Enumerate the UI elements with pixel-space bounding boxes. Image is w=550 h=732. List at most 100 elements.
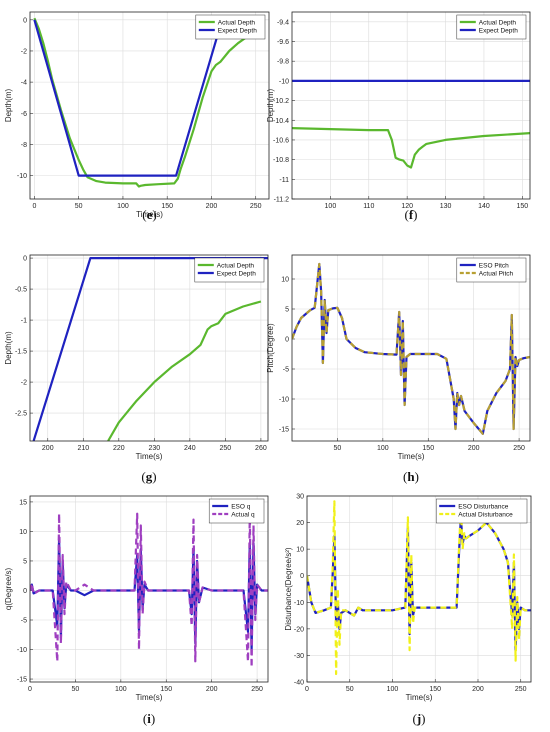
axes-frame xyxy=(291,254,531,442)
plot-area xyxy=(30,12,269,199)
x-axis-label: Time(s) xyxy=(136,210,163,219)
x-tick-label: 100 xyxy=(115,686,127,693)
y-tick-label: -10.8 xyxy=(273,157,289,164)
series-group xyxy=(30,512,268,669)
panel-caption: (g) xyxy=(141,469,156,484)
y-axis-label: Depth(m) xyxy=(4,88,13,122)
y-tick-label: -0.5 xyxy=(15,287,27,294)
y-tick-label: -1.5 xyxy=(15,349,27,356)
axes-frame xyxy=(29,254,269,442)
x-tick-label: 150 xyxy=(422,445,434,452)
y-tick-label: -20 xyxy=(294,626,304,633)
legend-box xyxy=(208,498,265,524)
x-tick-label: 240 xyxy=(184,445,196,452)
x-tick-label: 210 xyxy=(77,445,89,452)
x-tick-label: 0 xyxy=(32,203,36,210)
y-tick-label: -30 xyxy=(294,653,304,660)
plot-area xyxy=(292,255,530,441)
y-tick-label: -5 xyxy=(283,367,289,374)
y-tick-label: 0 xyxy=(285,337,289,344)
series-line xyxy=(107,300,262,441)
plot-area xyxy=(292,12,530,199)
x-tick-label: 250 xyxy=(220,445,232,452)
y-tick-label: -2.5 xyxy=(15,411,27,418)
y-tick-label: -10.2 xyxy=(273,98,289,105)
y-tick-label: -10 xyxy=(17,647,27,654)
y-tick-label: -2 xyxy=(21,380,27,387)
y-tick-label: -15 xyxy=(279,427,289,434)
x-tick-label: 50 xyxy=(72,686,80,693)
x-tick-label: 200 xyxy=(206,203,218,210)
chart-panel-j: 0 50 100 150 200 250 -40 -30 -20 -10 0 10 20 30 ESO Di… xyxy=(284,494,532,726)
legend-label: Expect Depth xyxy=(218,27,257,34)
y-tick-label: 20 xyxy=(296,520,304,527)
x-tick-label: 220 xyxy=(113,445,125,452)
y-tick-label: -11 xyxy=(279,177,289,184)
series-line xyxy=(307,500,531,676)
chart-panel-i: 0 50 100 150 200 250 -15 -10 -5 0 5 10 15 ESO qActual… xyxy=(4,495,269,726)
y-tick-label: 10 xyxy=(281,277,289,284)
x-tick-label: 150 xyxy=(161,203,173,210)
y-tick-label: 10 xyxy=(19,529,27,536)
x-tick-label: 250 xyxy=(251,686,263,693)
series-group xyxy=(307,500,531,676)
axes-frame xyxy=(306,495,532,683)
y-tick-label: 5 xyxy=(23,558,27,565)
chart-panel-h: 50 100 150 200 250 -15 -10 -5 0 5 10 ESO PitchActua… xyxy=(266,254,531,484)
y-tick-label: 0 xyxy=(23,256,27,263)
legend-box xyxy=(194,257,265,283)
panel-caption: (i) xyxy=(143,711,155,726)
x-axis-label: Time(s) xyxy=(136,693,163,702)
y-tick-label: -1 xyxy=(21,318,27,325)
x-tick-label: 250 xyxy=(250,203,262,210)
legend-label: ESO Disturbance xyxy=(458,503,509,510)
panel-caption: (j) xyxy=(412,711,425,726)
y-axis-label: q(Degree/s) xyxy=(4,568,13,611)
x-tick-label: 100 xyxy=(377,445,389,452)
chart-panel-g: 200 210 220 230 240 250 260 -2.5 -2 -1.5 -1 -0.5 0 Ac… xyxy=(4,254,269,484)
legend-label: Expect Depth xyxy=(217,270,256,277)
y-tick-label: -10.6 xyxy=(273,137,289,144)
y-tick-label: -10 xyxy=(17,173,27,180)
x-tick-label: 100 xyxy=(387,686,399,693)
series-line xyxy=(292,262,530,435)
axes-frame xyxy=(29,11,270,200)
y-tick-label: -5 xyxy=(21,618,27,625)
legend-label: Expect Depth xyxy=(479,27,518,34)
y-tick-label: 5 xyxy=(285,307,289,314)
legend-label: ESO q xyxy=(231,503,251,510)
series-group xyxy=(292,79,530,169)
legend-box xyxy=(456,257,527,283)
y-tick-label: -9.4 xyxy=(277,19,289,26)
legend-label: ESO Pitch xyxy=(479,262,509,269)
y-tick-label: -11.2 xyxy=(274,197,290,204)
x-tick-label: 140 xyxy=(478,203,490,210)
y-tick-label: -9.8 xyxy=(277,59,289,66)
x-tick-label: 150 xyxy=(429,686,441,693)
legend-box xyxy=(195,14,266,40)
x-tick-label: 200 xyxy=(42,445,54,452)
legend-label: Actual q xyxy=(231,511,255,518)
x-tick-label: 0 xyxy=(305,686,309,693)
y-tick-label: -6 xyxy=(21,111,27,118)
y-tick-label: 30 xyxy=(296,494,304,501)
axes-frame xyxy=(291,11,531,200)
y-tick-label: -10 xyxy=(279,78,289,85)
y-tick-label: 0 xyxy=(23,17,27,24)
legend-label: Actual Depth xyxy=(217,262,255,269)
x-tick-label: 260 xyxy=(255,445,267,452)
x-tick-label: 250 xyxy=(513,445,525,452)
chart-panel-f: 100 110 120 130 140 150 -11.2 -11 -10.8 -10.6 -10.… xyxy=(266,11,531,222)
plot-area xyxy=(307,496,531,682)
panel-caption: (h) xyxy=(403,469,419,484)
y-tick-label: 0 xyxy=(300,573,304,580)
x-tick-label: 150 xyxy=(516,203,528,210)
legend-box xyxy=(435,498,528,524)
x-axis-label: Time(s) xyxy=(136,452,163,461)
y-tick-label: 0 xyxy=(23,588,27,595)
x-tick-label: 120 xyxy=(401,203,413,210)
